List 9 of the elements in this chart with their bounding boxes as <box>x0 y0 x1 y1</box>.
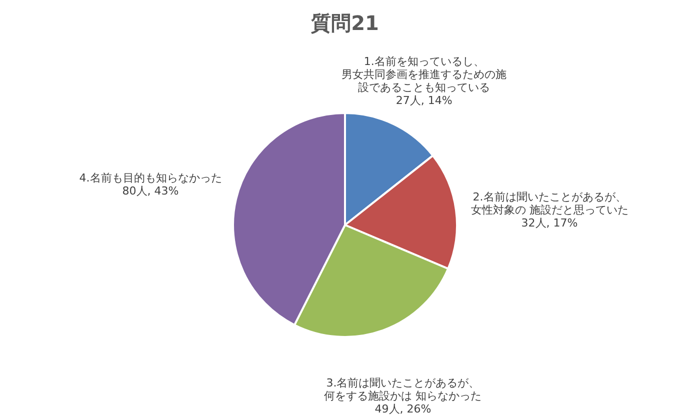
data-label: 80人, 43% <box>122 184 179 198</box>
slice-label: 1.名前を知っているし、男女共同参画を推進するための施設であることも知っている <box>342 54 507 94</box>
slice-label: 2.名前は聞いたことがあるが、女性対象の 施設だと思っていた <box>470 190 628 216</box>
slice-label: 4.名前も目的も知らなかった <box>79 172 222 185</box>
data-label: 49人, 26% <box>374 402 432 415</box>
data-label: 32人, 17% <box>521 216 578 230</box>
data-label: 27人, 14% <box>396 94 452 107</box>
chart-title: 質問21 <box>310 11 379 35</box>
slice-label: 3.名前は聞いたことがあるが、何をする施設かは 知らなかった <box>324 376 482 402</box>
